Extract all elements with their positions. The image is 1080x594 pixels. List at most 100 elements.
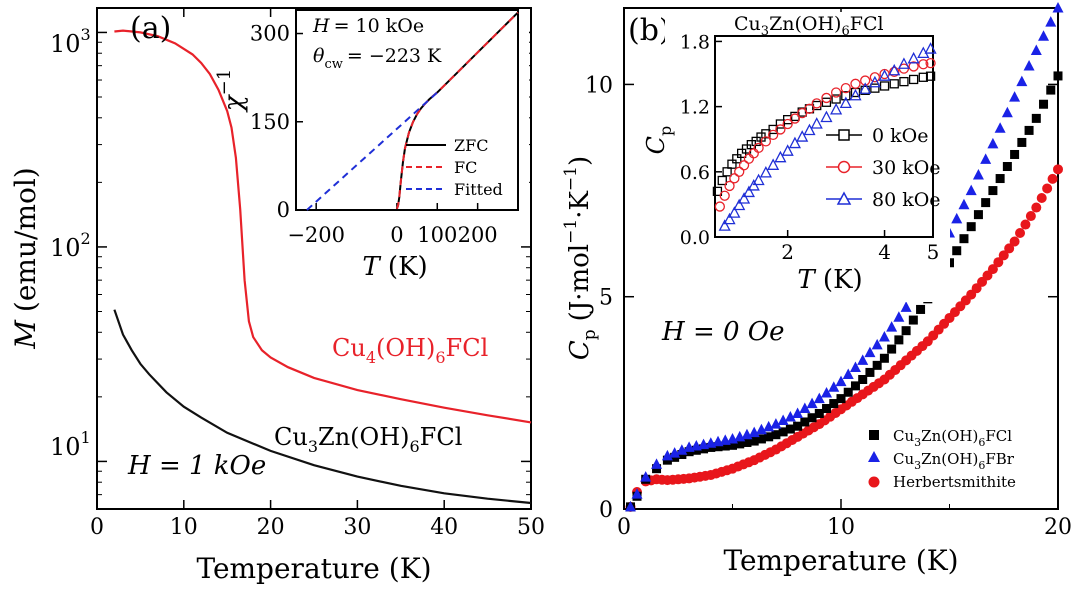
inset-b-legend: 0 kOe 30 kOe 80 kOe bbox=[826, 125, 941, 211]
cp-point-fcl bbox=[872, 360, 882, 370]
cp-point-fcl bbox=[966, 222, 976, 232]
cp-point-fcl bbox=[952, 246, 962, 256]
cp-point-fbr bbox=[631, 488, 643, 499]
cp-point-fcl bbox=[756, 434, 766, 444]
inset-a-background bbox=[294, 10, 529, 210]
inset-cp-point-30koe bbox=[782, 118, 793, 130]
inset-b-ylabel: Cp bbox=[642, 126, 675, 155]
panel-b: 0 10 20 0 5 10 (b) Temperature (K) Cp(J·mol−… bbox=[561, 2, 1072, 577]
cp-point-fbr bbox=[893, 311, 905, 322]
inset-cp-point-80koe bbox=[788, 136, 802, 149]
cp-point-fcl bbox=[916, 304, 926, 314]
cp-point-fbr bbox=[857, 354, 869, 365]
cp-point-fcl bbox=[1002, 162, 1012, 172]
cp-point-herbertsmithite bbox=[1053, 164, 1063, 175]
cp-point-fbr bbox=[806, 397, 818, 409]
inset-cp-point-80koe bbox=[759, 166, 772, 178]
inset-cp-point-30koe bbox=[729, 173, 740, 184]
inset-cp-point-0koe bbox=[841, 91, 851, 101]
a-ytick-label-1: 101 bbox=[50, 428, 91, 461]
a-curve-Cu4(OH)6FCl bbox=[114, 29, 532, 424]
a-ylabel: M(emu/mol) bbox=[9, 167, 42, 349]
inset-cp-point-80koe bbox=[737, 192, 751, 204]
cp-point-fcl bbox=[720, 441, 730, 451]
cp-point-fbr bbox=[784, 411, 796, 422]
cp-point-fcl bbox=[764, 432, 774, 442]
inset-b-ytick-label: 0.0 bbox=[680, 227, 710, 249]
b-xtick-label: 0 bbox=[617, 515, 631, 540]
panel-a-frame bbox=[96, 7, 532, 510]
cp-point-fcl bbox=[1039, 99, 1049, 109]
inset-cp-point-80koe bbox=[723, 212, 736, 225]
cp-point-fbr bbox=[958, 198, 970, 210]
inset-a-ylabel: χ−1 bbox=[214, 69, 249, 113]
cp-point-fbr bbox=[799, 402, 811, 414]
cp-point-fcl bbox=[887, 344, 897, 354]
cp-point-fbr bbox=[987, 137, 999, 149]
cp-point-fcl bbox=[785, 424, 795, 434]
inset-b-title: Cu3Zn(OH)6FCl bbox=[734, 13, 884, 39]
inset-b-legend-marker bbox=[836, 191, 852, 205]
inset-cp-point-80koe bbox=[839, 96, 852, 109]
cp-point-fbr bbox=[849, 361, 861, 372]
inset-a-field: H = 10 kOe bbox=[312, 15, 424, 37]
inset-cp-point-0koe bbox=[879, 81, 890, 91]
inset-cp-point-30koe bbox=[869, 72, 881, 83]
inset-cp-point-80koe bbox=[803, 123, 816, 136]
inset-cp-point-30koe bbox=[797, 107, 808, 119]
cp-point-fcl bbox=[778, 427, 788, 437]
cp-point-fcl bbox=[771, 430, 781, 440]
inset-a-frame bbox=[295, 9, 519, 211]
cp-point-fbr bbox=[871, 338, 883, 350]
cp-point-fbr bbox=[864, 346, 876, 358]
inset-cp-point-0koe bbox=[732, 154, 742, 164]
inset-cp-point-30koe bbox=[925, 58, 936, 69]
cp-point-herbertsmithite bbox=[1009, 236, 1020, 247]
inset-cp-point-80koe bbox=[924, 42, 937, 54]
cp-point-herbertsmithite bbox=[1025, 211, 1036, 222]
legend-fbr-marker bbox=[868, 451, 880, 462]
cp-point-herbertsmithite bbox=[987, 264, 998, 275]
cp-point-fcl bbox=[995, 174, 1005, 184]
cp-point-fbr bbox=[777, 414, 789, 426]
panel-b-label: (b) bbox=[628, 13, 671, 48]
cp-point-fcl bbox=[1017, 137, 1027, 147]
panel-a-curves bbox=[113, 29, 532, 505]
inset-a-curve-FC bbox=[395, 11, 519, 210]
inset-a-xtick-labels: −200 0 100 200 bbox=[287, 223, 497, 247]
inset-cp-point-0koe bbox=[727, 159, 737, 169]
inset-b-frame bbox=[714, 35, 934, 238]
cp-point-fbr bbox=[835, 375, 847, 387]
inset-b-ticks bbox=[715, 40, 934, 238]
cp-point-herbertsmithite bbox=[1047, 173, 1058, 184]
inset-cp-point-80koe bbox=[767, 158, 780, 170]
inset-cp-point-30koe bbox=[811, 98, 822, 109]
cp-point-fbr bbox=[1052, 2, 1064, 13]
cp-point-fbr bbox=[1016, 75, 1028, 87]
inset-cp-point-0koe bbox=[870, 83, 880, 93]
inset-b-xlabel: T (K) bbox=[797, 265, 862, 295]
cp-point-fbr bbox=[1009, 91, 1021, 102]
b-xtick-label: 20 bbox=[1044, 515, 1072, 540]
inset-cp-point-0koe bbox=[908, 74, 919, 85]
cp-point-fbr bbox=[886, 321, 898, 332]
cp-point-herbertsmithite bbox=[1020, 219, 1031, 230]
inset-cp-point-30koe bbox=[908, 61, 919, 72]
cp-point-herbertsmithite bbox=[993, 257, 1004, 268]
a-ytick-label-3: 103 bbox=[50, 25, 91, 58]
inset-cp-point-30koe bbox=[850, 78, 861, 89]
inset-b-xtick-labels: 2 4 5 bbox=[781, 240, 939, 264]
inset-b-legend-marker bbox=[837, 160, 851, 174]
cp-point-herbertsmithite bbox=[1031, 202, 1042, 213]
cp-point-fcl bbox=[814, 408, 824, 418]
inset-cp-point-30koe bbox=[775, 124, 786, 135]
cp-point-fcl bbox=[822, 404, 832, 414]
b-ytick-labels: 0 5 10 bbox=[585, 73, 613, 523]
a-series-label-cu4: Cu4(OH)6FCl bbox=[332, 334, 488, 367]
inset-cp-point-80koe bbox=[878, 69, 891, 81]
inset-cp-point-0koe bbox=[712, 186, 723, 197]
inset-cp-point-80koe bbox=[897, 57, 911, 69]
cp-point-fbr bbox=[755, 423, 767, 435]
inset-cp-point-80koe bbox=[830, 102, 843, 115]
cp-point-fbr bbox=[972, 169, 984, 180]
